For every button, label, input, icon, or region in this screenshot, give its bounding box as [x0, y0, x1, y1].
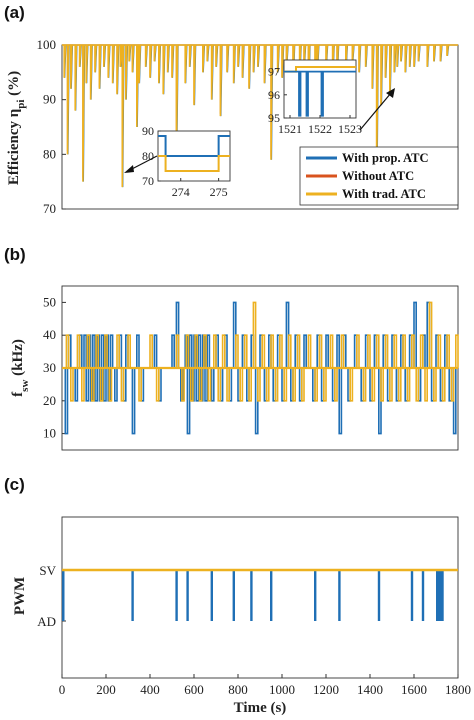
- panel-c-xtick-label: 200: [96, 682, 116, 697]
- panel-a-ylabel-unit: (%): [6, 71, 22, 100]
- panel-b-ytick-label: 40: [43, 327, 56, 342]
- panel-c-xtick-label: 1600: [401, 682, 427, 697]
- inset-left-ytick-label: 90: [142, 124, 154, 138]
- inset-arrows: [124, 88, 395, 173]
- inset-left-xtick-label: 275: [210, 185, 228, 199]
- panel-a: (a) 70 80 90 100 Efficiency ηpi (%) With pr…: [4, 3, 459, 216]
- panel-a-ylabel: Efficiency ηpi (%): [6, 71, 27, 185]
- pwm-ad-event-prop: [232, 570, 235, 621]
- inset-left-series-trad: [158, 155, 230, 172]
- pwm-ad-block-prop: [436, 570, 444, 621]
- panel-c-xtick-label: 400: [140, 682, 160, 697]
- pwm-ad-event-prop: [131, 570, 134, 621]
- pwm-ad-event-prop: [175, 570, 178, 621]
- pwm-ad-event-prop: [270, 570, 273, 621]
- panel-c-frame: [61, 516, 459, 679]
- pwm-ad-event-prop: [250, 570, 253, 621]
- panel-a-ytick-label: 80: [43, 146, 56, 161]
- inset-right-ytick-label: 95: [268, 111, 280, 125]
- inset-left-series-prop: [158, 135, 230, 157]
- pwm-ad-event-prop: [314, 570, 317, 621]
- panel-c-xtick-label: 1400: [357, 682, 383, 697]
- panel-a-legend: With prop. ATC Without ATC With trad. AT…: [299, 146, 459, 206]
- legend-entry-prop: With prop. ATC: [342, 151, 429, 165]
- panel-b-label: (b): [4, 245, 26, 264]
- pwm-ad-event-prop: [377, 570, 381, 621]
- arrow-right-line: [359, 92, 392, 131]
- pwm-ad-event-prop: [410, 570, 414, 621]
- series-trad-fsw: [62, 301, 459, 402]
- panel-b-ylabel-unit: (kHz): [10, 339, 26, 379]
- panel-c: (c) SV AD 0 200 400 600 800 1000 1200 1400 1600 180…: [4, 475, 471, 716]
- panel-b: (b) 10 20 30 40 50 fsw (kHz): [4, 245, 459, 451]
- inset-left-ytick-label: 70: [142, 174, 154, 188]
- inset-right-xtick-label: 1523: [338, 122, 362, 136]
- panel-a-ytick-label: 90: [43, 92, 56, 107]
- panel-c-label: (c): [4, 475, 25, 494]
- inset-right-series-prop: [284, 70, 356, 117]
- panel-c-plot-area: SV AD 0 200 400 600 800 1000 1200 1400 1600 1800: [37, 516, 471, 697]
- panel-c-xtick-label: 800: [228, 682, 248, 697]
- series-trad-atc: [62, 44, 458, 188]
- panel-b-ylabel: fsw (kHz): [10, 339, 31, 397]
- panel-c-ytick-label-sv: SV: [39, 563, 56, 578]
- panel-b-ylabel-main: f: [10, 391, 26, 397]
- panel-c-ytick-label-ad: AD: [37, 614, 56, 629]
- pwm-ad-event-prop: [338, 570, 341, 621]
- panel-a-label: (a): [4, 3, 25, 22]
- panel-b-ytick-label: 30: [43, 360, 56, 375]
- panel-b-ylabel-sub: sw: [19, 380, 31, 392]
- panel-a-ylabel-sub: pi: [15, 100, 27, 109]
- legend-entry-trad: With trad. ATC: [342, 187, 426, 201]
- panel-c-xtick-label: 600: [184, 682, 204, 697]
- arrow-left-line: [129, 155, 158, 171]
- panel-b-ytick-label: 10: [43, 426, 56, 441]
- panel-c-xtick-label: 0: [59, 682, 66, 697]
- arrow-right-head: [386, 88, 395, 98]
- panel-a-ytick-label: 100: [37, 37, 57, 52]
- inset-left-xtick-label: 274: [172, 185, 190, 199]
- panel-b-plot-area: 10 20 30 40 50: [43, 285, 459, 451]
- pwm-ad-event-prop: [62, 570, 65, 621]
- pwm-ad-event-prop: [421, 570, 425, 621]
- panel-a-ytick-label: 70: [43, 201, 56, 216]
- panel-c-xtick-label: 1200: [313, 682, 339, 697]
- pwm-ad-event-prop: [186, 570, 189, 621]
- panel-c-xtick-label: 1800: [445, 682, 471, 697]
- panel-b-ytick-label: 20: [43, 393, 56, 408]
- inset-right-xtick-label: 1522: [308, 122, 332, 136]
- pwm-ad-event-prop: [210, 570, 213, 621]
- panel-c-ylabel: PWM: [12, 577, 28, 615]
- panel-a-plot-area: 70 80 90 100: [37, 37, 459, 216]
- panel-b-ytick-label: 50: [43, 294, 56, 309]
- panel-c-xlabel: Time (s): [234, 700, 287, 716]
- panel-a-inset-right: 95 96 97 1521 1522 1523: [268, 59, 362, 136]
- inset-right-xtick-label: 1521: [278, 122, 302, 136]
- inset-right-frame: [283, 59, 357, 119]
- legend-entry-without: Without ATC: [342, 169, 414, 183]
- panel-c-xtick-label: 1000: [269, 682, 295, 697]
- panel-a-ylabel-main: Efficiency η: [6, 109, 22, 185]
- inset-right-ytick-label: 97: [268, 65, 280, 79]
- inset-right-ytick-label: 96: [268, 88, 280, 102]
- arrow-left-head: [124, 165, 134, 173]
